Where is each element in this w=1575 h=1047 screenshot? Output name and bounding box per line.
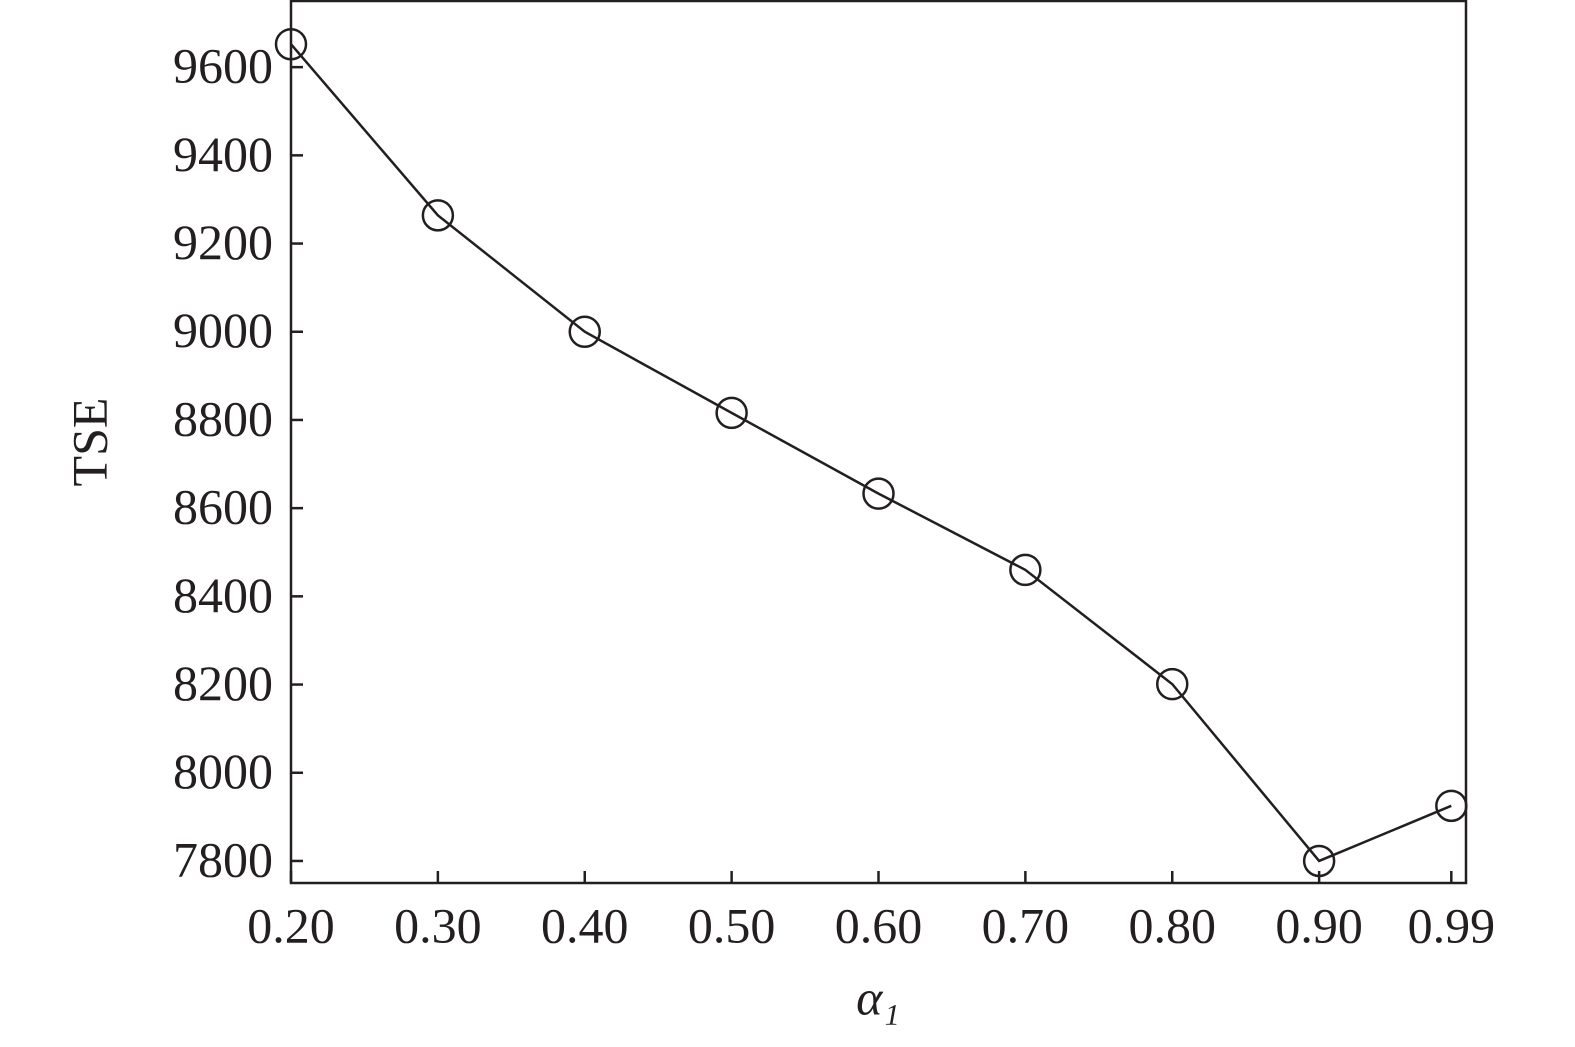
point [715, 396, 748, 430]
point [1156, 667, 1189, 701]
y-tick-label: 8800 [173, 390, 273, 446]
x-tick-label: 0.90 [1275, 897, 1363, 953]
point [862, 477, 895, 510]
y-tick-label: 9400 [173, 126, 273, 182]
y-tick-label: 7800 [173, 831, 273, 887]
y-tick-label: 8200 [173, 655, 273, 711]
y-axis-label: TSE [61, 398, 117, 487]
x-tick-label: 0.30 [394, 897, 482, 953]
point [421, 199, 455, 232]
x-tick-label: 0.60 [835, 897, 923, 953]
line [290, 43, 1452, 863]
y-tick-label: 8400 [173, 567, 273, 623]
point [274, 27, 308, 61]
point [1435, 789, 1468, 823]
y-tick-label: 9000 [173, 302, 273, 358]
x-tick-label: 0.99 [1408, 897, 1496, 953]
x-tick-label: 0.80 [1129, 897, 1217, 953]
x-tick-label: 0.70 [982, 897, 1070, 953]
point [568, 315, 601, 348]
y-tick-label: 8600 [173, 479, 273, 535]
y-tick-label: 9200 [173, 214, 273, 270]
point [1009, 553, 1042, 587]
y-tick-label: 8000 [173, 743, 273, 799]
plot-frame [289, 0, 1468, 885]
x-tick-label: 0.20 [247, 897, 335, 953]
point [1302, 844, 1336, 878]
y-tick-label: 9600 [173, 38, 273, 94]
x-axis-label: α₁ [856, 969, 900, 1025]
x-tick-label: 0.50 [688, 897, 776, 953]
x-tick-label: 0.40 [541, 897, 629, 953]
